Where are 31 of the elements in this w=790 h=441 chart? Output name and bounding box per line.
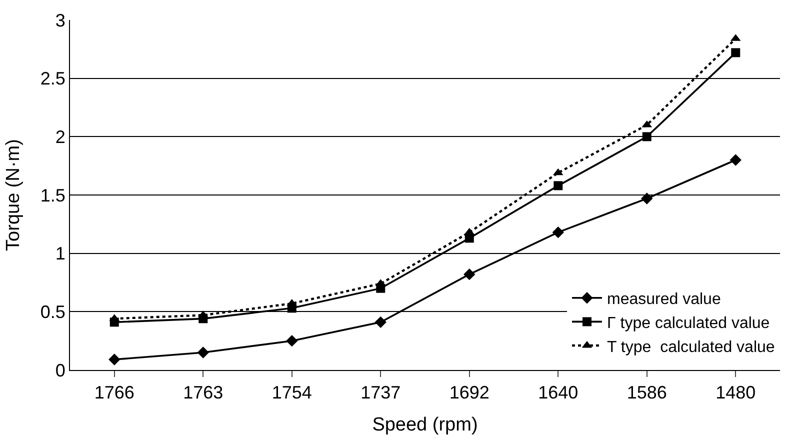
x-axis-title: Speed (rpm): [372, 414, 478, 436]
point: [641, 192, 653, 204]
legend-label: Γ type calculated value: [607, 314, 770, 332]
point: [108, 354, 120, 366]
x-tick-label: 1754: [272, 382, 312, 403]
y-tick-label: 3: [55, 10, 66, 30]
point: [642, 132, 652, 142]
point: [464, 268, 476, 280]
y-tick-label: 2: [55, 126, 66, 147]
point: [731, 48, 740, 58]
y-axis-title: Torque (N·m): [3, 139, 24, 251]
point: [554, 181, 563, 190]
x-tick-label: 1737: [360, 382, 401, 403]
point: [374, 316, 386, 328]
point: [286, 334, 298, 347]
point: [552, 226, 564, 238]
legend-label: measured value: [607, 291, 721, 308]
x-tick-label: 1766: [94, 382, 134, 403]
y-tick-label: 2.5: [40, 68, 66, 89]
x-tick-label: 1480: [716, 382, 756, 403]
x-tick-label: 1640: [538, 382, 578, 403]
legend-label: T type calculated value: [607, 338, 775, 356]
y-tick-label: 1.5: [40, 185, 66, 206]
x-tick-label: 1763: [183, 382, 224, 403]
y-tick-label: 0: [55, 360, 66, 380]
y-tick-label: 0.5: [40, 302, 66, 322]
point: [197, 346, 209, 358]
y-tick-label: 1: [55, 244, 66, 264]
x-tick-label: 1692: [449, 382, 490, 403]
point: [730, 154, 742, 166]
x-tick-label: 1586: [626, 382, 667, 403]
